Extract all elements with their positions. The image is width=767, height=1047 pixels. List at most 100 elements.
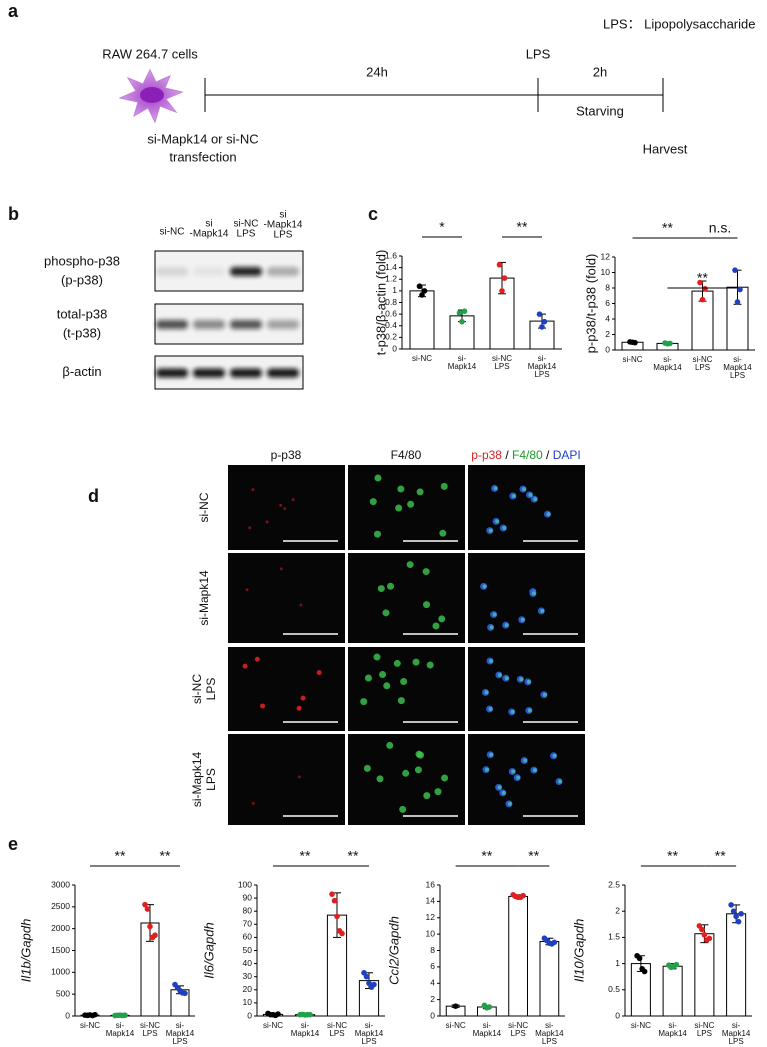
x-tick-label: LPS (329, 1029, 344, 1038)
y-tick-label: 0 (605, 344, 610, 354)
cell (489, 625, 494, 630)
cell (510, 709, 515, 714)
bar (662, 965, 683, 1017)
cell (533, 497, 538, 502)
micrograph (228, 553, 345, 643)
x-tick-label: Mapk14 (722, 1029, 751, 1038)
cell (406, 561, 414, 569)
data-point (641, 968, 648, 975)
y-tick-label: 60 (243, 932, 253, 942)
data-point (152, 932, 158, 939)
row-label: si-NC (197, 492, 211, 522)
y-tick-label: 500 (56, 988, 70, 998)
band (267, 320, 299, 329)
cell (407, 500, 415, 508)
y-tick-label: 90 (243, 892, 253, 902)
y-tick-label: 100 (238, 879, 252, 889)
x-tick-label: Mapk14 (723, 363, 752, 372)
x-tick-label: si- (483, 1021, 492, 1030)
cell (489, 659, 494, 664)
cell (414, 766, 422, 774)
column-label: F4/80 (391, 448, 422, 462)
cell (395, 504, 403, 512)
y-axis-label: Il10/Gapdh (571, 919, 586, 983)
y-tick-label: 3000 (51, 879, 70, 889)
y-tick-label: 0 (615, 1010, 620, 1020)
data-point (421, 288, 428, 294)
cell (416, 488, 424, 496)
cell (379, 670, 387, 678)
bar (726, 913, 747, 1017)
x-tick-label: si-NC (327, 1021, 347, 1030)
legend: LPS： Lipopolysaccharide (603, 16, 755, 31)
band (156, 267, 188, 276)
cell (531, 591, 536, 596)
cell (540, 608, 545, 613)
cell (386, 741, 394, 749)
cell (482, 584, 487, 589)
x-tick-label: si-NC (492, 354, 512, 363)
cell (376, 775, 384, 783)
y-tick-label: 2 (430, 994, 435, 1004)
band (267, 368, 299, 378)
cell (532, 768, 537, 773)
x-tick-label: si-NC (631, 1021, 651, 1030)
data-point (339, 930, 345, 937)
data-point (334, 913, 340, 920)
panel-label: d (88, 486, 99, 506)
data-point (92, 1011, 98, 1018)
y-tick-label: 1500 (51, 945, 70, 955)
band (230, 267, 262, 276)
cell (296, 705, 302, 711)
cell (546, 512, 551, 517)
data-point (733, 913, 739, 920)
x-tick-label: Mapk14 (166, 1029, 195, 1038)
cell (426, 661, 434, 669)
data-point (459, 318, 465, 325)
lane-label: si-NC (160, 227, 185, 238)
band (193, 267, 225, 276)
micrograph (348, 553, 465, 643)
x-tick-label: si- (116, 1021, 125, 1030)
starving: Starving (576, 103, 624, 118)
cell (397, 485, 405, 493)
y-tick-label: 16 (426, 879, 436, 889)
cell (440, 482, 448, 490)
cell (522, 487, 527, 492)
micrograph (468, 553, 585, 643)
data-point (636, 955, 643, 962)
row-label: (p-p38) (61, 272, 103, 287)
y-axis-label: Il6/Gapdh (201, 922, 216, 978)
cell (527, 708, 532, 713)
significance-label: ** (348, 848, 359, 864)
y-tick-label: 20 (243, 984, 253, 994)
cell (526, 679, 531, 684)
significance-label: ** (662, 220, 673, 236)
y-tick-label: 4 (605, 313, 610, 323)
x-tick-label: si- (365, 1021, 374, 1030)
x-tick-label: si-NC (623, 355, 643, 364)
x-tick-label: LPS (511, 1029, 526, 1038)
significance-label: ** (160, 848, 171, 864)
data-point (699, 296, 706, 303)
cell (489, 752, 494, 757)
y-tick-label: 10 (601, 267, 611, 277)
cell (374, 474, 382, 482)
x-tick-label: si- (301, 1021, 310, 1030)
y-tick-label: 0.2 (385, 332, 397, 342)
cell (511, 494, 516, 499)
cell (369, 498, 377, 506)
label-part: DAPI (553, 448, 581, 462)
label-part: F4/80 (512, 448, 543, 462)
interval: 24h (366, 64, 388, 79)
cell (279, 567, 283, 571)
data-point (142, 901, 148, 908)
lps-label: LPS (526, 46, 551, 61)
lane-label: si (279, 210, 286, 221)
x-tick-label: si-NC (508, 1021, 528, 1030)
micrograph (468, 465, 585, 550)
y-tick-label: 1.2 (385, 274, 397, 284)
y-tick-label: 10 (426, 928, 436, 938)
cell (400, 677, 408, 685)
